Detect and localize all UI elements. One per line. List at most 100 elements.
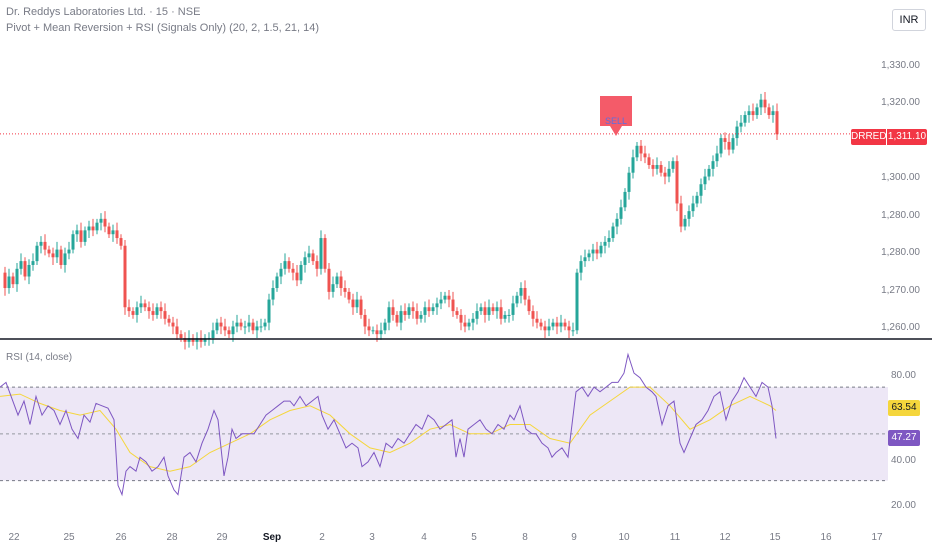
candle-body — [219, 322, 223, 327]
candle-body — [763, 99, 767, 108]
candle-body — [59, 249, 63, 265]
candle-body — [443, 295, 447, 300]
candle-body — [655, 165, 659, 169]
candle-body — [391, 307, 395, 315]
candle-body — [323, 238, 327, 269]
candle-body — [699, 184, 703, 196]
candle-body — [87, 226, 91, 231]
price-axis-tick: 1,320.00 — [881, 97, 920, 108]
candle-body — [567, 326, 571, 331]
candle-body — [43, 241, 47, 250]
candle-body — [407, 307, 411, 315]
candle-body — [67, 249, 71, 254]
candle-body — [511, 303, 515, 315]
candle-body — [679, 203, 683, 227]
candle-body — [447, 295, 451, 300]
candle-body — [179, 334, 183, 338]
time-axis-tick: 5 — [471, 532, 477, 543]
candle-body — [379, 330, 383, 335]
candle-body — [599, 245, 603, 254]
time-axis-tick: 4 — [421, 532, 427, 543]
candle-body — [611, 226, 615, 239]
candle-body — [663, 172, 667, 177]
candle-body — [7, 276, 11, 289]
candle-body — [255, 326, 259, 331]
candle-body — [583, 257, 587, 262]
candle-body — [747, 111, 751, 116]
candle-body — [627, 172, 631, 192]
candle-body — [723, 138, 727, 142]
currency-button[interactable]: INR — [892, 9, 926, 31]
time-axis-tick: 3 — [369, 532, 375, 543]
candle-body — [395, 314, 399, 323]
price-axis-tick: 1,280.00 — [881, 247, 920, 258]
rsi-pane — [0, 352, 888, 497]
candle-body — [499, 307, 503, 319]
candle-body — [647, 157, 651, 166]
candle-body — [503, 314, 507, 319]
candle-body — [383, 322, 387, 331]
candle-body — [251, 322, 255, 331]
candle-body — [771, 111, 775, 116]
candle-body — [727, 141, 731, 150]
candle-body — [595, 249, 599, 254]
indicator-label[interactable]: Pivot + Mean Reversion + RSI (Signals On… — [6, 22, 320, 34]
candle-body — [591, 249, 595, 254]
candle-body — [411, 307, 415, 312]
candle-body — [311, 253, 315, 262]
candle-body — [199, 338, 203, 342]
rsi-panel-label[interactable]: RSI (14, close) — [6, 352, 73, 363]
candle-body — [175, 326, 179, 335]
candle-body — [271, 288, 275, 300]
candle-body — [691, 203, 695, 212]
time-axis-tick: 16 — [820, 532, 832, 543]
candle-body — [51, 253, 55, 258]
candle-body — [519, 288, 523, 296]
candle-body — [155, 307, 159, 315]
candle-body — [683, 218, 687, 227]
axes: 1,330.00 1,320.00 1,300.00 1,280.00 1,280.00… — [0, 60, 932, 543]
candle-body — [711, 161, 715, 169]
rsi-axis-tick: 80.00 — [891, 370, 916, 381]
candle-body — [399, 311, 403, 323]
candle-body — [275, 276, 279, 289]
candle-body — [19, 261, 23, 269]
candle-body — [367, 326, 371, 331]
rsi-value-tag: 63.54 — [888, 400, 920, 416]
candle-body — [131, 311, 135, 315]
candle-body — [327, 268, 331, 292]
candle-body — [555, 322, 559, 327]
candle-body — [295, 272, 299, 281]
candle-body — [575, 272, 579, 331]
candle-body — [139, 303, 143, 308]
candle-body — [103, 218, 107, 227]
candle-body — [619, 207, 623, 219]
candle-body — [135, 307, 139, 315]
price-axis-tick: 1,260.00 — [881, 322, 920, 333]
candle-body — [767, 107, 771, 116]
candle-body — [563, 322, 567, 327]
candle-body — [643, 153, 647, 158]
last-price-tag: 1,311.10 — [887, 129, 927, 145]
candle-body — [195, 338, 199, 342]
candle-body — [579, 261, 583, 273]
candle-body — [203, 338, 207, 342]
time-axis-tick: 11 — [670, 532, 681, 543]
candle-body — [167, 318, 171, 323]
candle-body — [371, 330, 375, 332]
candle-body — [363, 314, 367, 327]
candle-body — [107, 226, 111, 235]
rsi-axis-tick: 20.00 — [891, 500, 916, 511]
candle-body — [259, 326, 263, 328]
rsi-ma-value-tag: 47.27 — [888, 430, 920, 446]
candle-body — [355, 299, 359, 308]
candle-body — [267, 299, 271, 323]
candle-body — [451, 299, 455, 312]
candle-body — [487, 307, 491, 315]
candle-body — [667, 168, 671, 177]
candle-body — [759, 99, 763, 108]
candle-body — [23, 261, 27, 277]
sell-signal-marker[interactable]: SELL — [600, 96, 632, 140]
candle-body — [291, 268, 295, 273]
candle-body — [119, 238, 123, 246]
